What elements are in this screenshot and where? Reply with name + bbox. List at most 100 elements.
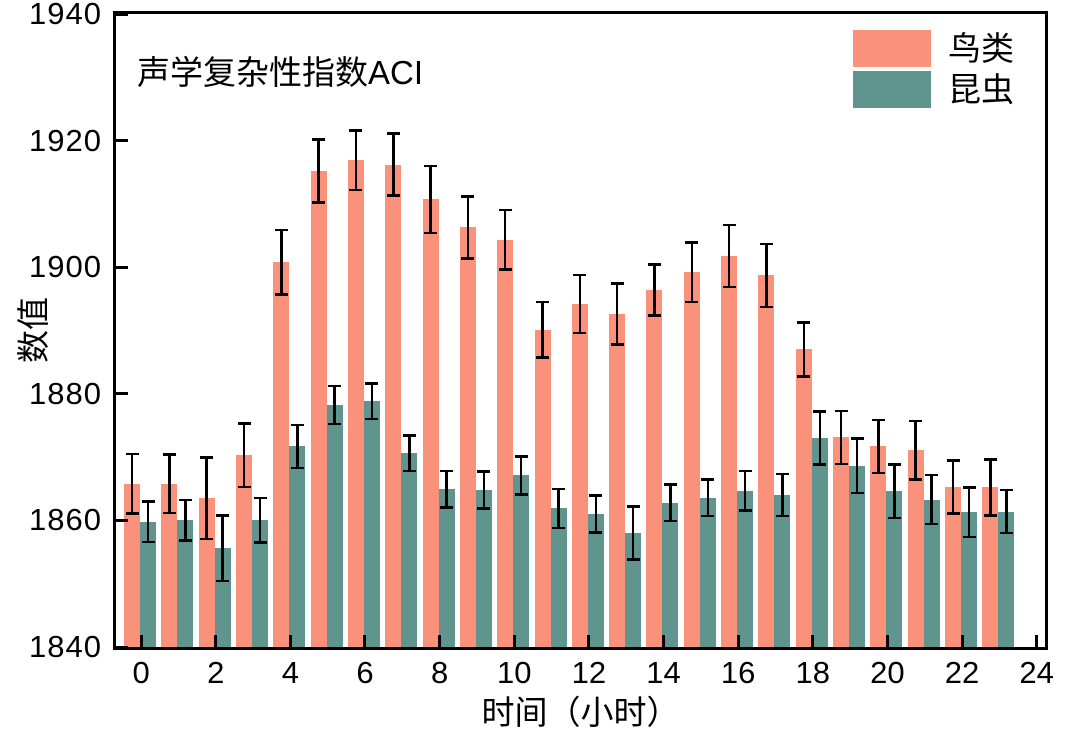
errorbar-cap-bottom-insects-hour-22 (962, 535, 976, 539)
x-tick-label-12: 12 (571, 655, 607, 690)
x-tick-2 (214, 635, 218, 647)
bar-birds-hour-3 (236, 455, 253, 647)
errorbar-cap-top-birds-hour-7 (386, 132, 400, 135)
errorbar-cap-top-insects-hour-8 (440, 469, 454, 473)
bar-insects-hour-5 (326, 405, 343, 647)
errorbar-cap-top-birds-hour-10 (498, 208, 512, 212)
bar-birds-hour-18 (795, 349, 812, 647)
x-tick-18 (811, 635, 815, 647)
bar-insects-hour-7 (401, 453, 418, 647)
errorbar-cap-bottom-birds-hour-0 (125, 512, 139, 515)
errorbar-line-insects-hour-11 (557, 488, 560, 528)
errorbar-cap-bottom-insects-hour-23 (999, 531, 1013, 535)
errorbar-cap-bottom-birds-hour-2 (200, 537, 214, 540)
bar-insects-hour-13 (625, 533, 642, 647)
errorbar-cap-bottom-insects-hour-18 (813, 463, 827, 466)
errorbar-cap-bottom-insects-hour-15 (701, 514, 715, 518)
errorbar-line-insects-hour-3 (258, 498, 262, 543)
errorbar-cap-top-birds-hour-12 (573, 273, 587, 277)
errorbar-cap-top-insects-hour-10 (514, 455, 528, 458)
bar-insects-hour-8 (438, 489, 455, 647)
errorbar-cap-top-insects-hour-1 (178, 498, 192, 502)
errorbar-line-birds-hour-2 (205, 457, 208, 539)
errorbar-cap-top-birds-hour-9 (461, 195, 475, 198)
errorbar-cap-top-birds-hour-21 (909, 419, 923, 423)
bar-insects-hour-10 (513, 475, 530, 647)
errorbar-cap-bottom-insects-hour-20 (887, 516, 901, 520)
x-tick-label-18: 18 (795, 655, 830, 690)
errorbar-cap-top-birds-hour-3 (237, 422, 251, 425)
y-tick-label-1860: 1860 (29, 502, 102, 538)
errorbar-cap-top-birds-hour-1 (162, 453, 176, 456)
bar-birds-hour-4 (273, 262, 290, 647)
errorbar-line-birds-hour-1 (168, 454, 171, 513)
x-tick-14 (661, 635, 665, 647)
errorbar-cap-top-birds-hour-17 (759, 242, 773, 246)
bar-birds-hour-13 (609, 314, 626, 647)
bar-birds-hour-0 (124, 483, 141, 647)
errorbar-cap-bottom-birds-hour-11 (536, 356, 550, 359)
errorbar-cap-top-birds-hour-4 (274, 228, 288, 232)
legend: 鸟类 昆虫 (853, 30, 1014, 112)
errorbar-cap-bottom-birds-hour-8 (424, 231, 438, 235)
y-tick-1880 (116, 392, 128, 396)
x-tick-20 (885, 635, 889, 647)
bar-insects-hour-2 (214, 548, 231, 647)
bar-birds-hour-10 (497, 239, 514, 647)
bar-birds-hour-23 (982, 487, 999, 647)
errorbar-cap-top-insects-hour-23 (999, 488, 1013, 492)
errorbar-cap-bottom-insects-hour-4 (290, 466, 304, 470)
errorbar-line-birds-hour-5 (317, 139, 320, 203)
bar-birds-hour-12 (571, 303, 588, 647)
errorbar-cap-bottom-insects-hour-11 (552, 526, 566, 530)
errorbar-cap-bottom-insects-hour-0 (141, 540, 155, 544)
errorbar-cap-bottom-birds-hour-18 (797, 375, 811, 378)
errorbar-cap-top-insects-hour-14 (663, 483, 677, 486)
bar-insects-hour-6 (363, 401, 380, 647)
y-tick-label-1880: 1880 (29, 375, 102, 411)
errorbar-cap-bottom-birds-hour-23 (983, 514, 997, 517)
x-tick-4 (288, 635, 292, 647)
errorbar-cap-top-birds-hour-13 (610, 282, 624, 285)
errorbar-cap-top-insects-hour-17 (775, 472, 789, 476)
legend-swatch-birds (853, 30, 931, 67)
bar-insects-hour-22 (961, 512, 977, 647)
x-tick-label-22: 22 (944, 655, 980, 690)
errorbar-line-birds-hour-7 (392, 133, 395, 196)
x-tick-6 (363, 635, 367, 647)
errorbar-cap-bottom-birds-hour-4 (274, 293, 288, 296)
errorbar-line-insects-hour-4 (296, 424, 299, 468)
errorbar-cap-top-insects-hour-12 (589, 494, 603, 497)
errorbar-line-insects-hour-10 (519, 456, 523, 495)
errorbar-line-birds-hour-23 (989, 459, 992, 516)
bar-insects-hour-3 (252, 520, 269, 647)
errorbar-cap-top-birds-hour-14 (647, 263, 661, 266)
bar-insects-hour-12 (587, 514, 604, 647)
errorbar-line-birds-hour-11 (541, 302, 544, 358)
errorbar-cap-bottom-insects-hour-16 (738, 509, 752, 512)
y-tick-label-1920: 1920 (29, 122, 102, 158)
bar-insects-hour-18 (811, 438, 828, 647)
x-tick-16 (736, 635, 740, 647)
errorbar-cap-bottom-birds-hour-20 (871, 471, 885, 475)
errorbar-cap-bottom-birds-hour-21 (909, 478, 923, 481)
errorbar-line-birds-hour-16 (727, 224, 731, 287)
errorbar-cap-bottom-birds-hour-10 (498, 268, 512, 271)
errorbar-cap-top-birds-hour-8 (424, 164, 438, 168)
errorbar-cap-top-birds-hour-0 (125, 452, 139, 456)
x-tick-label-0: 0 (132, 655, 150, 690)
bar-birds-hour-20 (870, 446, 887, 647)
errorbar-cap-bottom-insects-hour-7 (402, 469, 416, 473)
errorbar-cap-bottom-birds-hour-22 (946, 512, 960, 515)
errorbar-cap-top-insects-hour-7 (402, 434, 416, 437)
errorbar-line-birds-hour-22 (951, 460, 955, 514)
bar-birds-hour-8 (422, 199, 439, 647)
bar-birds-hour-17 (758, 275, 775, 647)
errorbar-cap-top-insects-hour-13 (626, 505, 640, 508)
errorbar-cap-top-insects-hour-2 (216, 514, 230, 517)
errorbar-line-insects-hour-23 (1005, 490, 1008, 534)
errorbar-line-birds-hour-4 (280, 229, 283, 295)
bar-birds-hour-9 (459, 227, 476, 647)
errorbar-line-insects-hour-0 (146, 501, 150, 542)
errorbar-cap-top-insects-hour-21 (925, 473, 939, 477)
